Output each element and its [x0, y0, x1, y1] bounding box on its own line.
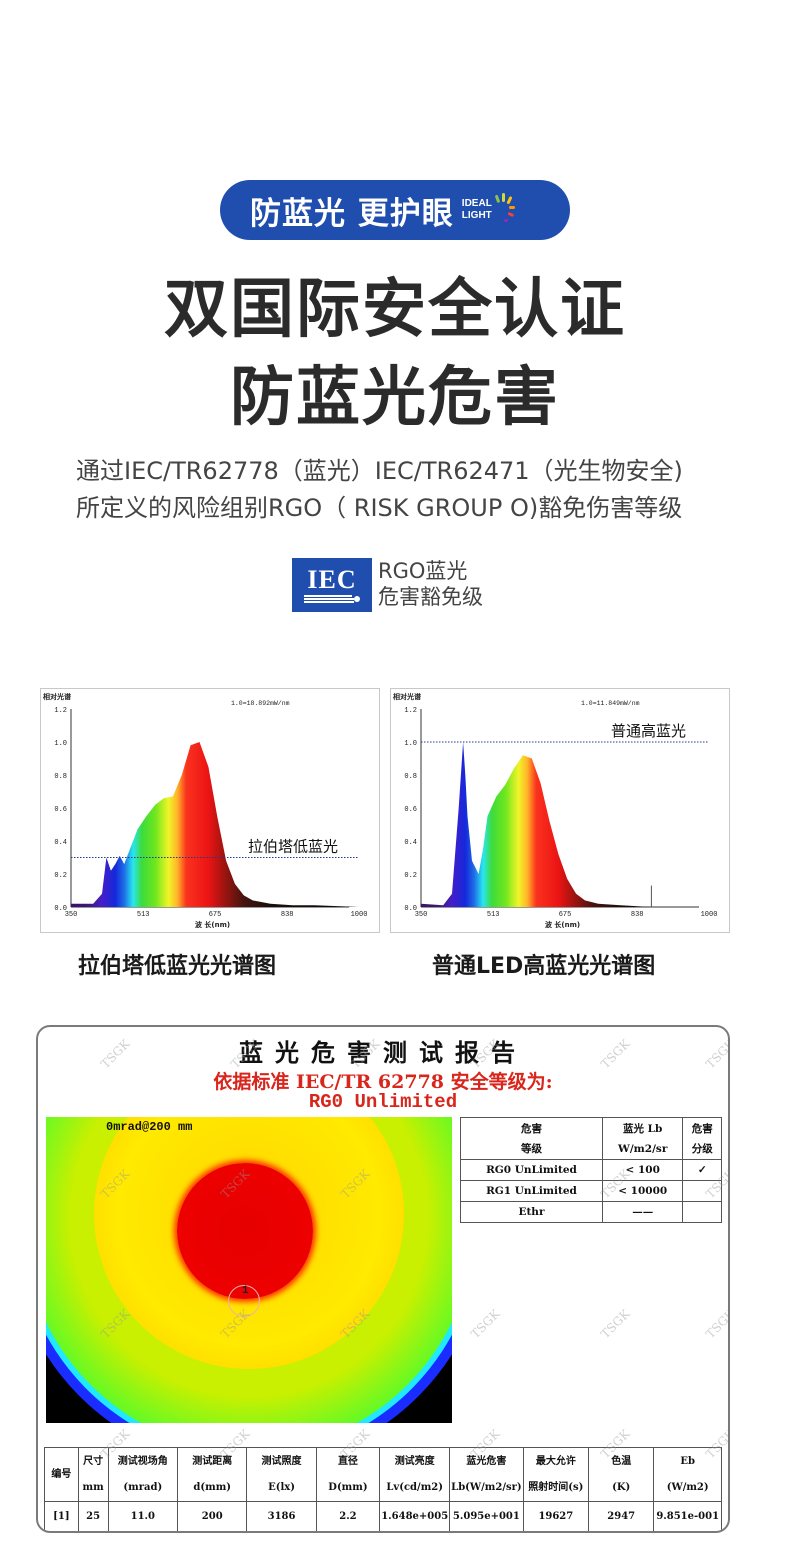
- iec-lines-icon: [304, 595, 360, 603]
- table-cell: 1.648e+005: [379, 1501, 451, 1531]
- svg-text:0.8: 0.8: [404, 773, 417, 781]
- report-title: 蓝光危害测试报告: [239, 1038, 527, 1067]
- table-cell: 200: [177, 1501, 248, 1531]
- spectrum-chart-low-blue: 0.0 0.2 0.4 0.6 0.8 1.0 1.2 350 513 675 838 1000 相对光…: [40, 688, 380, 933]
- caption-low-blue: 拉伯塔低蓝光光谱图: [78, 954, 277, 979]
- svg-text:0.2: 0.2: [404, 872, 417, 880]
- measurement-data-table: 编号 尺寸 mm 测试视场角 (mrad) 测试距离 d(mm) 测试照度 E(lx) 直径 D(m…: [44, 1447, 722, 1531]
- svg-text:675: 675: [209, 911, 222, 919]
- svg-text:513: 513: [487, 911, 500, 919]
- badge-text: 防蓝光 更护眼: [250, 195, 454, 232]
- svg-text:350: 350: [65, 911, 78, 919]
- report-standard: 依据标准 IEC/TR 62778 安全等级为:: [213, 1071, 553, 1093]
- column-header: 测试亮度 Lv(cd/m2): [379, 1447, 451, 1502]
- table-cell: 19627: [522, 1501, 590, 1531]
- svg-text:0.0: 0.0: [54, 905, 67, 913]
- column-header: 测试距离 d(mm): [177, 1447, 248, 1502]
- column-header: 色温 (K): [588, 1447, 655, 1502]
- svg-text:838: 838: [281, 911, 294, 919]
- table-cell: 2.2: [315, 1501, 381, 1531]
- report-level: RG0 Unlimited: [308, 1091, 458, 1113]
- table-row: Ethr ——: [460, 1201, 722, 1223]
- svg-text:拉伯塔低蓝光: 拉伯塔低蓝光: [248, 838, 338, 856]
- table-cell: 25: [77, 1501, 109, 1531]
- table-cell: [1]: [44, 1501, 79, 1531]
- svg-text:675: 675: [559, 911, 572, 919]
- svg-text:1000: 1000: [351, 911, 368, 919]
- svg-text:0.8: 0.8: [54, 773, 67, 781]
- spectrum-plot: 0.0 0.2 0.4 0.6 0.8 1.0 1.2 350 513 675 838 1000 相对光…: [43, 692, 368, 929]
- headline-line-2: 防蓝光危害: [230, 361, 560, 435]
- svg-text:350: 350: [415, 911, 428, 919]
- caption-high-blue: 普通LED高蓝光光谱图: [432, 954, 656, 979]
- watermark-text: TSGK: [703, 1306, 730, 1342]
- svg-text:1000: 1000: [701, 911, 718, 919]
- svg-text:波 长(nm): 波 长(nm): [195, 920, 230, 929]
- measurement-marker: [228, 1285, 260, 1317]
- heatmap-label: 0mrad@200 mm: [106, 1120, 193, 1134]
- anti-blue-light-badge: 防蓝光 更护眼 IDEAL LIGHT: [220, 180, 570, 240]
- watermark-text: TSGK: [468, 1306, 503, 1342]
- luminance-heatmap: 1 0mrad@200 mm: [46, 1117, 452, 1423]
- column-header: 尺寸 mm: [77, 1447, 109, 1502]
- svg-text:0.4: 0.4: [54, 839, 67, 847]
- svg-text:0.6: 0.6: [404, 806, 417, 814]
- svg-text:838: 838: [631, 911, 644, 919]
- svg-text:1.0: 1.0: [54, 740, 67, 748]
- certification-label: RGO蓝光 危害豁免级: [378, 559, 483, 609]
- svg-text:1.2: 1.2: [404, 707, 417, 715]
- table-cell: 2947: [588, 1501, 655, 1531]
- column-header: 直径 D(mm): [315, 1447, 381, 1502]
- sun-rays-icon: [494, 193, 515, 222]
- headline-line-1: 双国际安全认证: [164, 273, 626, 347]
- spectrum-plot: 0.0 0.2 0.4 0.6 0.8 1.0 1.2 350 513 675 838 1000 相对光…: [393, 692, 718, 929]
- logo-line-2: LIGHT: [461, 210, 492, 221]
- table-cell: 9.851e-001: [653, 1501, 722, 1531]
- column-header: 编号: [44, 1447, 79, 1502]
- description-line-1: 通过IEC/TR62778（蓝光）IEC/TR62471（光生物安全): [76, 457, 683, 485]
- svg-text:1.2: 1.2: [54, 707, 67, 715]
- column-header: 最大允许 照射时间(s): [522, 1447, 590, 1502]
- svg-text:0.4: 0.4: [404, 839, 417, 847]
- table-row: RG1 UnLimited < 10000: [460, 1180, 722, 1202]
- svg-text:相对光谱: 相对光谱: [43, 692, 71, 701]
- svg-text:0.6: 0.6: [54, 806, 67, 814]
- table-cell: 5.095e+001: [449, 1501, 524, 1531]
- table-cell: 3186: [246, 1501, 317, 1531]
- table-cell: 11.0: [107, 1501, 179, 1531]
- svg-text:1.0=18.892mW/nm: 1.0=18.892mW/nm: [231, 700, 290, 707]
- ideal-light-logo: IDEAL LIGHT: [462, 193, 516, 227]
- column-header: 蓝光危害 Lb(W/m2/sr): [449, 1447, 524, 1502]
- marker-number: 1: [242, 1285, 249, 1297]
- svg-text:波 长(nm): 波 长(nm): [545, 920, 580, 929]
- table-row: [1] 25 11.0 200 3186 2.2 1.648e+005 5.095e+001 1…: [44, 1501, 722, 1531]
- spectrum-chart-high-blue: 0.0 0.2 0.4 0.6 0.8 1.0 1.2 350 513 675 838 1000 相对光…: [390, 688, 730, 933]
- column-header: 测试照度 E(lx): [246, 1447, 317, 1502]
- table-row: RG0 UnLimited < 100 ✓: [460, 1159, 722, 1181]
- description-line-2: 所定义的风险组别RGO（ RISK GROUP O)豁免伤害等级: [76, 494, 683, 522]
- logo-line-1: IDEAL: [461, 198, 492, 209]
- svg-text:0.0: 0.0: [404, 905, 417, 913]
- column-header: 测试视场角 (mrad): [107, 1447, 179, 1502]
- svg-text:0.2: 0.2: [54, 872, 67, 880]
- svg-text:普通高蓝光: 普通高蓝光: [611, 722, 686, 740]
- hazard-class-table: 危害 等级 蓝光 Lb W/m2/sr 危害 分级 RG0 UnLimited < 1…: [460, 1117, 722, 1223]
- svg-text:513: 513: [137, 911, 150, 919]
- svg-text:1.0: 1.0: [404, 740, 417, 748]
- column-header: Eb (W/m2): [653, 1447, 722, 1502]
- iec-logo: IEC: [292, 558, 372, 612]
- iec-logo-text: IEC: [307, 565, 357, 594]
- check-icon: ✓: [682, 1159, 722, 1181]
- blue-light-hazard-report: 蓝光危害测试报告 依据标准 IEC/TR 62778 安全等级为: RG0 Un…: [36, 1025, 730, 1533]
- svg-text:相对光谱: 相对光谱: [393, 692, 421, 701]
- svg-text:1.0=11.849mW/nm: 1.0=11.849mW/nm: [581, 700, 640, 707]
- watermark-text: TSGK: [598, 1306, 633, 1342]
